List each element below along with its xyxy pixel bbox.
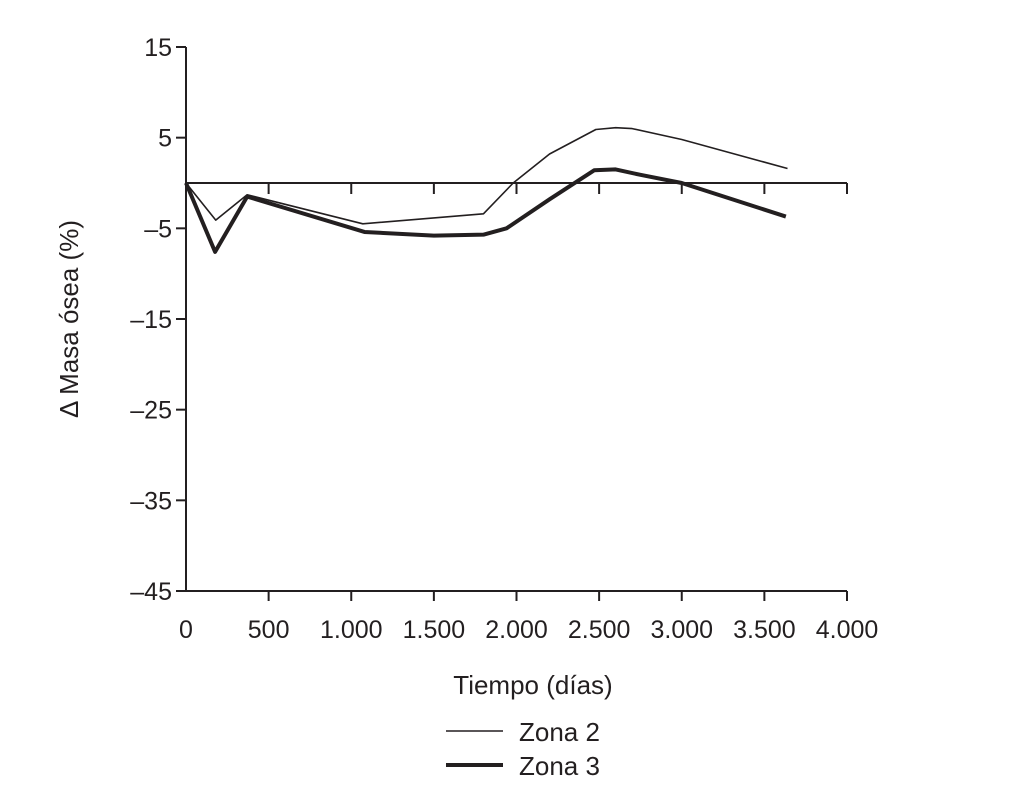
y-tick-label: –35	[130, 487, 172, 515]
y-tick-label: 15	[144, 34, 172, 62]
y-tick-label: 5	[158, 125, 172, 153]
x-tick-label: 0	[179, 616, 193, 644]
series-zona-2	[185, 126, 788, 225]
legend-label: Zona 2	[519, 717, 600, 747]
y-tick-label: –15	[130, 306, 172, 334]
y-tick-label: –25	[130, 397, 172, 425]
x-tick-label: 4.000	[816, 616, 879, 644]
axes: 15 5 –5 –15 –25 –35 –450 500 1.000 1.500 2.000 2.50…	[130, 34, 878, 644]
x-tick-label: 3.500	[733, 616, 796, 644]
x-tick-label: 2.500	[568, 616, 631, 644]
y-tick-label: –5	[144, 215, 172, 243]
x-axis-label: Tiempo (días)	[453, 670, 612, 700]
legend: Zona 2 Zona 3	[446, 717, 600, 781]
x-tick-label: 1.500	[403, 616, 466, 644]
x-tick-label: 500	[248, 616, 290, 644]
y-axis-label: Δ Masa ósea (%)	[54, 220, 84, 418]
x-tick-label: 3.000	[650, 616, 713, 644]
series-lines	[184, 126, 788, 254]
y-tick-label: –45	[130, 578, 172, 606]
x-tick-label: 2.000	[485, 616, 548, 644]
legend-label: Zona 3	[519, 751, 600, 781]
series-zona-3	[184, 167, 787, 254]
x-tick-label: 1.000	[320, 616, 383, 644]
